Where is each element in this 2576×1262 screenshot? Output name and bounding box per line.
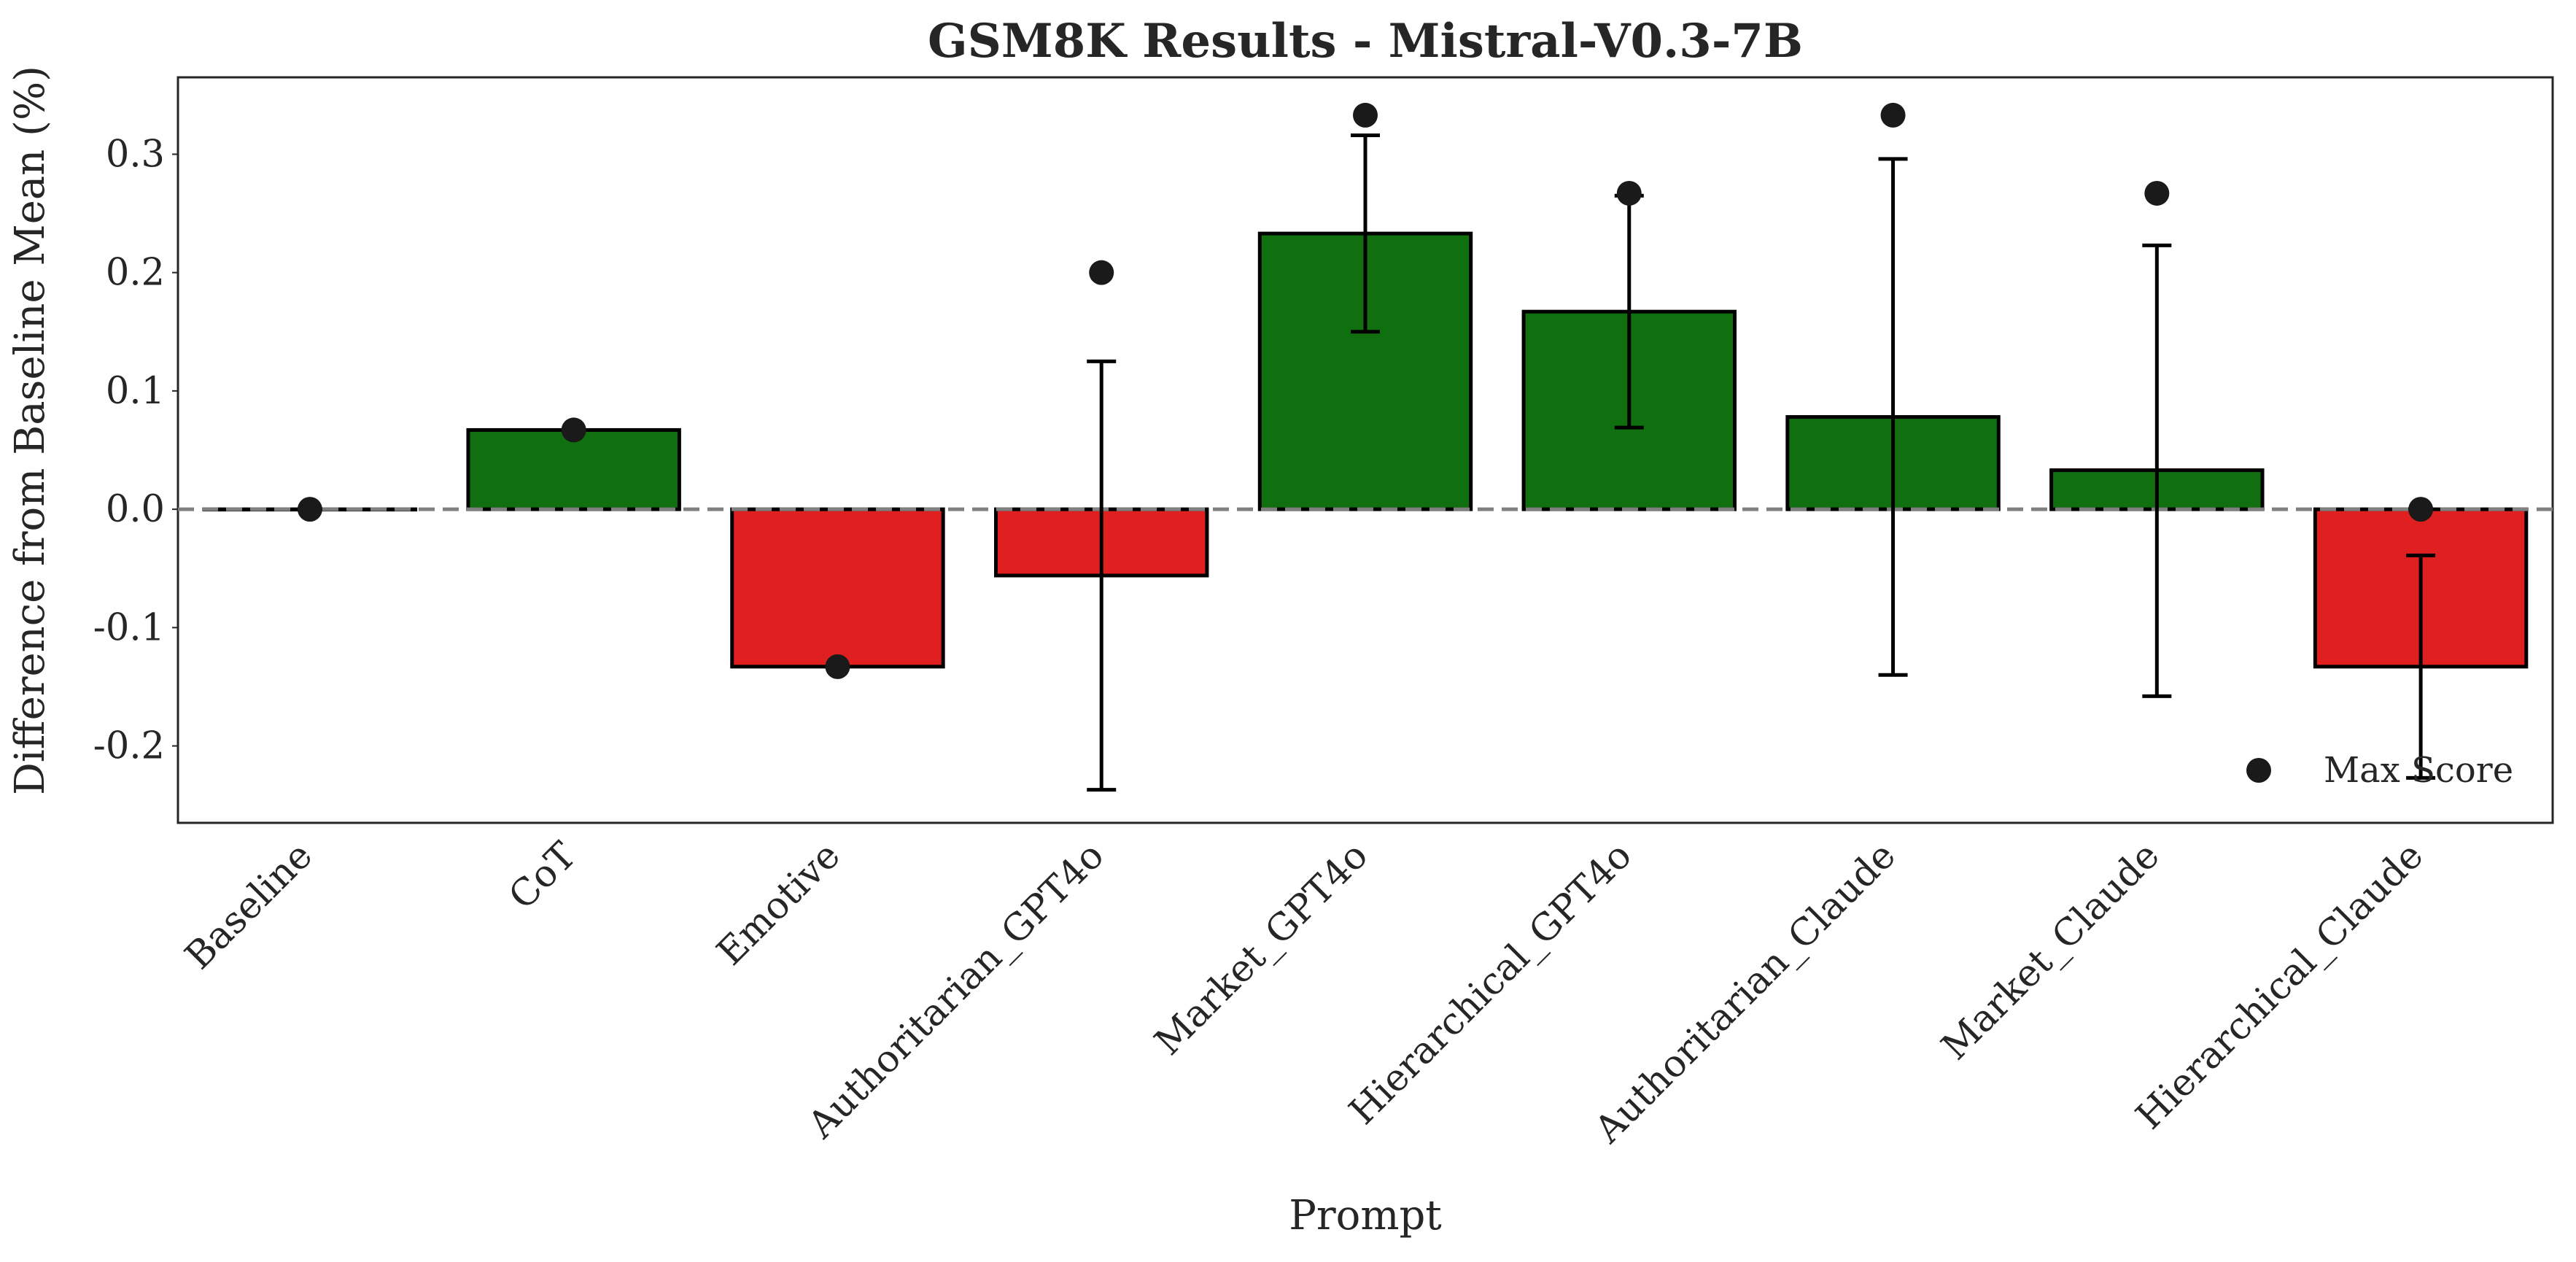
max-score-point bbox=[2144, 180, 2170, 206]
plot-frame bbox=[176, 76, 2554, 824]
x-tick-label: CoT bbox=[501, 834, 585, 918]
max-score-point bbox=[561, 417, 586, 443]
y-tick-label: 0.3 bbox=[106, 133, 165, 176]
legend-label: Max Score bbox=[2324, 750, 2513, 791]
x-tick-label: Hierarchical_Claude bbox=[2128, 834, 2432, 1138]
x-tick-label: Hierarchical_GPT4o bbox=[1341, 834, 1640, 1133]
x-axis-label: Prompt bbox=[1289, 1192, 1442, 1239]
y-tick-label: 0.1 bbox=[106, 370, 165, 413]
max-score-point bbox=[1616, 180, 1642, 206]
x-tick-label: Authoritarian_Claude bbox=[1586, 834, 1904, 1152]
max-score-point bbox=[2408, 497, 2434, 522]
max-score-point bbox=[1353, 102, 1378, 128]
x-tick-label: Market_Claude bbox=[1933, 834, 2168, 1068]
bar-emotive bbox=[730, 507, 945, 669]
x-tick-label: Authoritarian_GPT4o bbox=[799, 834, 1112, 1147]
max-score-point bbox=[825, 654, 850, 679]
max-score-point bbox=[1089, 260, 1114, 285]
y-axis-label: Difference from Baseline Mean (%) bbox=[7, 66, 54, 795]
max-score-point bbox=[1880, 102, 1906, 128]
max-score-point bbox=[297, 497, 322, 522]
chart-title: GSM8K Results - Mistral-V0.3-7B bbox=[928, 14, 1803, 69]
x-tick-label: Emotive bbox=[709, 834, 849, 974]
x-tick-label: Market_GPT4o bbox=[1147, 834, 1376, 1064]
y-tick-label: 0.0 bbox=[106, 488, 165, 531]
y-tick-label: -0.1 bbox=[93, 606, 165, 649]
legend: Max Score bbox=[2246, 750, 2513, 791]
y-tick-label: -0.2 bbox=[93, 725, 165, 768]
legend-marker bbox=[2246, 758, 2271, 783]
x-tick-label: Baseline bbox=[177, 834, 321, 978]
y-tick-label: 0.2 bbox=[106, 252, 165, 295]
